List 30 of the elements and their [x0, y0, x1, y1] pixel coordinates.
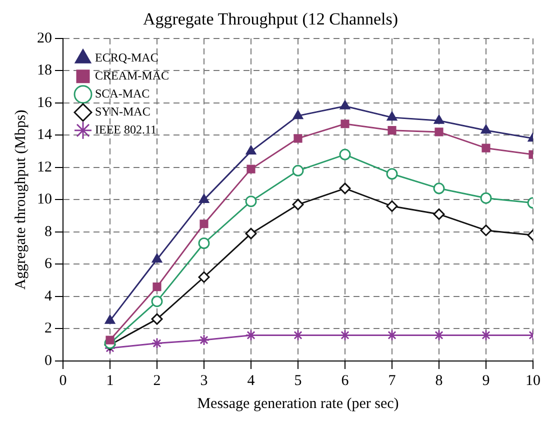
x-tick-label: 2: [153, 372, 161, 389]
y-tick-label: 12: [37, 159, 52, 176]
legend-label: ECRQ-MAC: [95, 50, 158, 65]
x-tick-label: 4: [247, 372, 256, 389]
x-tick-label: 9: [482, 372, 490, 389]
x-tick-label: 1: [106, 372, 114, 389]
x-tick-label: 6: [341, 372, 350, 389]
x-tick-label: 7: [388, 372, 396, 389]
legend-label: SCA-MAC: [95, 86, 150, 101]
x-tick-label: 10: [526, 372, 540, 389]
x-axis-title: Message generation rate (per sec): [197, 396, 399, 412]
y-tick-label: 18: [37, 62, 52, 79]
y-axis-title: Aggregate throughput (Mbps): [12, 110, 29, 290]
y-tick-label: 8: [44, 224, 52, 240]
y-tick-label: 20: [37, 30, 52, 46]
legend-label: SYN-MAC: [95, 104, 150, 119]
legend-label: CREAM-MAC: [95, 68, 170, 83]
x-tick-label: 8: [435, 372, 443, 389]
x-tick-label: 3: [200, 372, 208, 389]
y-tick-label: 16: [37, 94, 52, 111]
y-tick-label: 14: [37, 127, 52, 144]
y-tick-label: 0: [44, 352, 52, 369]
y-tick-label: 6: [44, 256, 52, 272]
y-tick-label: 4: [44, 288, 52, 304]
legend-label: IEEE 802.11: [95, 122, 157, 137]
y-tick-label: 2: [44, 320, 52, 337]
x-tick-label: 5: [294, 372, 302, 389]
y-tick-label: 10: [37, 192, 52, 208]
x-tick-label: 0: [59, 372, 67, 389]
chart-title: Aggregate Throughput (12 Channels): [142, 10, 398, 29]
